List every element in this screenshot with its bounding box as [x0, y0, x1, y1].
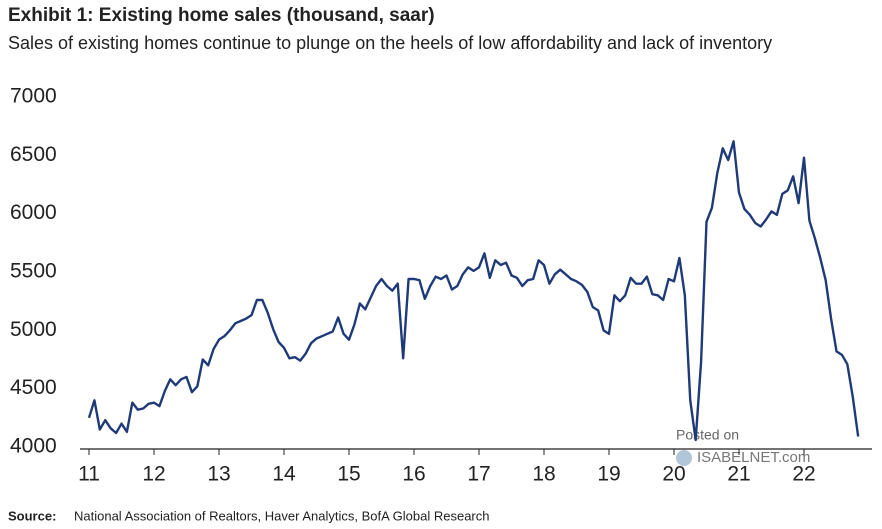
y-tick-label: 4000 — [10, 435, 57, 458]
x-tick-label: 11 — [78, 463, 100, 486]
x-tick-label: 20 — [662, 463, 685, 486]
source: National Association of Realtors, Haver … — [74, 508, 490, 523]
x-tick-label: 21 — [727, 463, 750, 486]
x-tick-label: 12 — [142, 463, 165, 486]
x-tick-label: 17 — [467, 463, 490, 486]
x-tick-label: 19 — [597, 463, 620, 486]
chart-subtitle: Sales of existing homes continue to plun… — [8, 33, 772, 53]
x-tick-label: 15 — [337, 463, 360, 486]
x-tick-label: 22 — [792, 463, 815, 486]
source-label: Source: — [8, 508, 56, 523]
x-tick-label: 16 — [402, 463, 425, 486]
y-tick-label: 5500 — [10, 260, 57, 283]
x-tick-label: 18 — [532, 463, 555, 486]
watermark: ISABELNET.com — [697, 449, 810, 466]
watermark-icon — [676, 450, 692, 466]
watermark: Posted on — [676, 427, 739, 443]
x-tick-label: 13 — [207, 463, 230, 486]
chart-title: Exhibit 1: Existing home sales (thousand… — [8, 5, 435, 26]
y-tick-label: 6000 — [10, 201, 57, 224]
y-tick-label: 5000 — [10, 318, 57, 341]
y-tick-label: 7000 — [10, 85, 57, 108]
x-tick-label: 14 — [272, 463, 296, 486]
y-tick-label: 4500 — [10, 376, 57, 399]
y-tick-label: 6500 — [10, 143, 57, 166]
line — [87, 140, 860, 442]
